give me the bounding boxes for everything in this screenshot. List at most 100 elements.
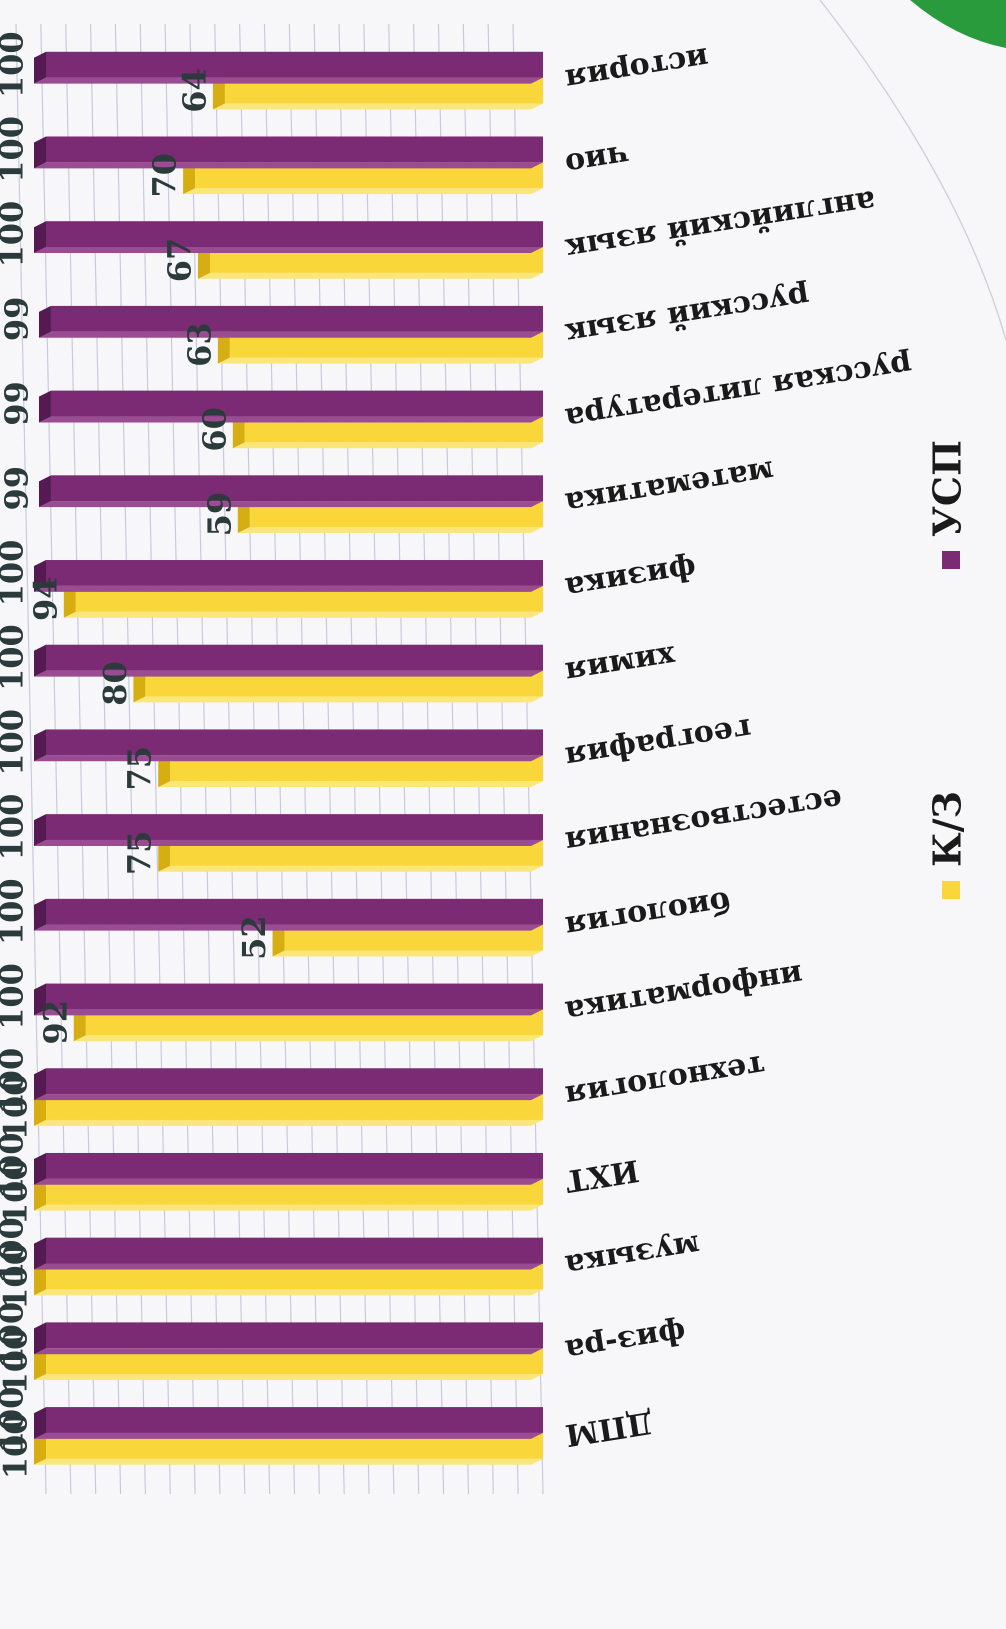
bar-kz-side bbox=[34, 1432, 46, 1465]
bar-usp-face bbox=[50, 305, 543, 332]
bar-kz-side bbox=[237, 501, 250, 533]
category-label: ДПМ bbox=[563, 1404, 656, 1452]
bar-usp-face bbox=[46, 1407, 543, 1433]
data-label-kz: 100 bbox=[0, 1328, 35, 1395]
category-label: физ-ра bbox=[563, 1314, 688, 1368]
bar-usp bbox=[34, 136, 543, 169]
bar-kz-top bbox=[198, 272, 543, 279]
bar-kz-top bbox=[212, 103, 543, 110]
bar-usp-top bbox=[38, 331, 543, 338]
data-label-usp: 100 bbox=[0, 963, 31, 1030]
bar-usp bbox=[34, 644, 543, 677]
bar-usp-side bbox=[34, 1152, 46, 1185]
bar-usp bbox=[38, 475, 543, 508]
bar-kz-side bbox=[232, 416, 245, 449]
bar-usp-top bbox=[34, 1348, 543, 1355]
bar-kz-top bbox=[183, 188, 543, 195]
data-label-usp: 100 bbox=[0, 794, 31, 861]
data-label-usp: 99 bbox=[0, 381, 35, 426]
bar-usp-face bbox=[46, 898, 543, 925]
legend: УСП К/З bbox=[925, 440, 970, 899]
bar-usp-face bbox=[46, 1237, 543, 1264]
legend-swatch-usp bbox=[942, 551, 960, 569]
category-label: история bbox=[563, 40, 711, 97]
bar-usp-side bbox=[34, 983, 46, 1016]
bar-usp-top bbox=[34, 162, 543, 169]
bar-usp-face bbox=[46, 1152, 543, 1179]
bar-usp-face bbox=[46, 1068, 543, 1095]
bar-usp-side bbox=[34, 1322, 46, 1355]
bar-usp bbox=[34, 51, 543, 84]
bar-usp-top bbox=[34, 1432, 543, 1439]
data-label-kz: 75 bbox=[121, 831, 159, 876]
bar-usp bbox=[34, 729, 543, 762]
bar-kz-side bbox=[212, 77, 225, 110]
data-label-usp: 100 bbox=[0, 624, 31, 691]
bar-usp bbox=[34, 1322, 543, 1355]
category-label: физика bbox=[563, 550, 699, 605]
category-label: биология bbox=[563, 884, 733, 945]
category-label: музыка bbox=[563, 1227, 702, 1283]
bar-usp-side bbox=[34, 560, 46, 592]
category-label: русская литература bbox=[563, 347, 914, 436]
data-label-kz: 100 bbox=[0, 1412, 35, 1479]
category-label: русский язык bbox=[562, 278, 811, 351]
data-label-usp: 100 bbox=[0, 540, 31, 607]
bar-usp-top bbox=[34, 1009, 543, 1016]
legend-label-kz: К/З bbox=[925, 791, 970, 867]
bar-kz-top bbox=[63, 611, 543, 618]
bar-usp-top bbox=[34, 1094, 543, 1101]
data-label-kz: 67 bbox=[161, 238, 199, 283]
bar-usp bbox=[34, 221, 543, 254]
data-label-kz: 70 bbox=[146, 153, 184, 198]
bar-usp-face bbox=[46, 814, 543, 840]
bar-usp-side bbox=[38, 390, 51, 423]
bar-usp bbox=[38, 305, 543, 338]
bar-usp-side bbox=[34, 51, 46, 84]
bar-kz-side bbox=[73, 1009, 86, 1042]
bar-kz-top bbox=[158, 865, 543, 872]
bar-kz-top bbox=[34, 1374, 543, 1381]
bar-usp-top bbox=[34, 247, 543, 254]
bar-usp-side bbox=[38, 305, 51, 338]
bar-kz-top bbox=[73, 1035, 543, 1042]
bar-kz-top bbox=[34, 1204, 543, 1211]
decor-layer bbox=[819, 0, 1006, 341]
category-label: ИХТ bbox=[562, 1152, 641, 1198]
bar-kz-side bbox=[158, 839, 171, 872]
bar-usp-face bbox=[46, 729, 543, 756]
data-label-kz: 63 bbox=[180, 322, 218, 367]
data-label-kz: 52 bbox=[235, 915, 273, 960]
bar-usp bbox=[38, 390, 543, 423]
data-label-kz: 100 bbox=[0, 1158, 35, 1225]
swoosh-line bbox=[819, 0, 1006, 341]
bar-usp-side bbox=[34, 729, 46, 762]
bar-usp-side bbox=[34, 1068, 46, 1101]
data-label-usp: 100 bbox=[0, 31, 31, 98]
bar-kz-top bbox=[272, 950, 543, 957]
bar-kz-side bbox=[158, 755, 171, 788]
data-label-usp: 100 bbox=[0, 1217, 31, 1284]
bar-usp-face bbox=[46, 644, 543, 671]
category-labels: ДПМ физ-ра музыка ИХТ технология информатика б… bbox=[562, 40, 914, 1452]
bar-kz-side bbox=[34, 1094, 46, 1126]
data-label-usp: 99 bbox=[0, 297, 35, 342]
value-labels: 1001001001001001001001001001009210052100… bbox=[0, 31, 273, 1479]
bar-usp-top bbox=[34, 77, 543, 84]
bar-kz-top bbox=[232, 442, 543, 449]
data-label-kz: 92 bbox=[36, 1000, 74, 1045]
bar-usp-face bbox=[46, 136, 543, 163]
legend-swatch-kz bbox=[942, 881, 960, 899]
bar-usp-side bbox=[34, 898, 46, 931]
category-label: технология bbox=[563, 1047, 767, 1113]
bars bbox=[34, 51, 543, 1465]
data-label-usp: 100 bbox=[0, 201, 31, 268]
bar-usp-face bbox=[46, 221, 543, 248]
category-label: география bbox=[563, 711, 754, 775]
data-label-usp: 100 bbox=[0, 116, 31, 183]
category-label: английский язык bbox=[562, 183, 877, 267]
data-label-kz: 59 bbox=[200, 492, 238, 537]
bar-usp-top bbox=[34, 670, 543, 677]
